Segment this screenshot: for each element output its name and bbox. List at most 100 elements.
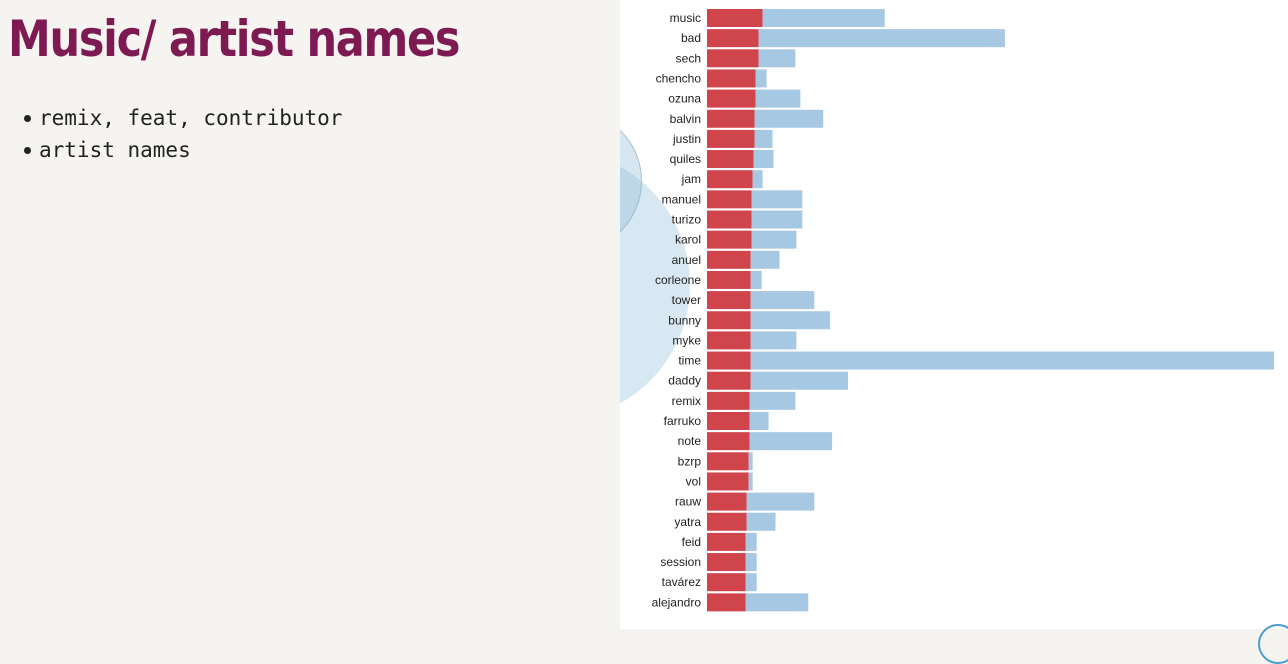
category-label: farruko: [664, 414, 702, 428]
category-label: justin: [672, 132, 701, 146]
category-label: ozuna: [668, 92, 701, 106]
bar-secondary: [753, 150, 774, 169]
bar-secondary: [749, 391, 796, 410]
bar-secondary: [745, 593, 809, 612]
corner-logo-icon: [1258, 624, 1288, 664]
category-label: chencho: [656, 71, 702, 85]
bar-primary: [707, 129, 755, 148]
bar-primary: [707, 89, 756, 108]
category-label: bad: [681, 31, 701, 45]
category-label: turizo: [672, 213, 702, 227]
bar-primary: [707, 210, 752, 229]
bar-primary: [707, 170, 753, 189]
category-label: sech: [676, 51, 701, 65]
bullet-list: remix, feat, contributor artist names: [24, 102, 342, 166]
category-label: music: [670, 11, 701, 25]
bar-secondary: [750, 270, 762, 289]
bar-secondary: [750, 331, 797, 350]
category-label: anuel: [672, 253, 701, 267]
bar-primary: [707, 432, 750, 451]
bar-primary: [707, 412, 750, 430]
category-label: manuel: [662, 192, 701, 206]
bar-primary: [707, 29, 759, 48]
bar-secondary: [750, 291, 815, 310]
category-label: remix: [672, 394, 701, 408]
bar-primary: [707, 9, 763, 27]
bullet-text: remix, feat, contributor: [39, 106, 343, 130]
bar-primary: [707, 472, 749, 491]
category-label: tower: [672, 293, 701, 307]
category-label: tavárez: [662, 575, 701, 589]
category-label: balvin: [670, 112, 701, 126]
bar-secondary: [755, 69, 767, 88]
bar-secondary: [754, 109, 824, 128]
category-label: corleone: [655, 273, 701, 287]
bar-primary: [707, 371, 751, 390]
bar-primary: [707, 109, 755, 128]
bullet-dot-icon: [24, 146, 31, 154]
bar-secondary: [758, 29, 1005, 48]
bar-secondary: [749, 432, 833, 451]
bullet-dot-icon: [24, 114, 31, 122]
slide-title: Music/ artist names: [8, 10, 461, 68]
bar-primary: [707, 512, 747, 531]
bar-primary: [707, 69, 756, 88]
bar-primary: [707, 391, 750, 410]
category-label: bzrp: [678, 454, 702, 468]
category-label: rauw: [675, 495, 701, 509]
stacked-bar-chart: music bad sech chencho ozuna balvin justin quil…: [652, 9, 1275, 612]
bar-primary: [707, 311, 751, 330]
bar-secondary: [748, 452, 753, 471]
bar-primary: [707, 452, 749, 471]
category-label: time: [678, 354, 701, 368]
category-label: yatra: [674, 515, 701, 529]
category-label: karol: [675, 233, 701, 247]
category-label: vol: [686, 474, 701, 488]
bar-secondary: [750, 371, 849, 390]
chart-panel: music bad sech chencho ozuna balvin justin quil…: [620, 0, 1288, 629]
bar-secondary: [746, 512, 776, 531]
bar-secondary: [749, 412, 769, 430]
bar-primary: [707, 270, 751, 289]
category-label: bunny: [668, 313, 701, 327]
bar-primary: [707, 49, 759, 68]
category-label: myke: [672, 333, 701, 347]
bar-secondary: [746, 492, 815, 511]
bar-primary: [707, 573, 746, 592]
bar-primary: [707, 190, 752, 209]
category-label: jam: [681, 172, 701, 186]
bar-primary: [707, 553, 746, 572]
bar-secondary: [745, 532, 757, 551]
bar-secondary: [758, 49, 796, 68]
bar-primary: [707, 351, 751, 370]
bar-primary: [707, 150, 754, 169]
bar-primary: [707, 230, 752, 249]
bar-secondary: [751, 190, 803, 209]
category-label: quiles: [670, 152, 701, 166]
bar-secondary: [750, 351, 1275, 370]
bar-primary: [707, 532, 746, 551]
bar-secondary: [762, 9, 885, 27]
bar-primary: [707, 291, 751, 310]
bar-secondary: [754, 129, 773, 148]
bullet-item: artist names: [24, 134, 342, 166]
bar-secondary: [755, 89, 801, 108]
bar-secondary: [745, 573, 757, 592]
bar-secondary: [750, 311, 831, 330]
bar-primary: [707, 593, 746, 612]
bar-primary: [707, 331, 751, 350]
category-label: session: [660, 555, 701, 569]
bar-secondary: [752, 170, 763, 189]
bar-secondary: [750, 250, 780, 269]
category-label: alejandro: [652, 595, 702, 609]
bullet-text: artist names: [39, 138, 191, 162]
bar-secondary: [748, 472, 753, 491]
category-label: note: [678, 434, 702, 448]
bar-secondary: [751, 230, 797, 249]
slide-text-panel: Music/ artist names remix, feat, contrib…: [0, 0, 620, 629]
bar-secondary: [751, 210, 803, 229]
bar-primary: [707, 250, 751, 269]
bar-primary: [707, 492, 747, 511]
category-label: daddy: [668, 374, 701, 388]
bar-secondary: [745, 553, 757, 572]
